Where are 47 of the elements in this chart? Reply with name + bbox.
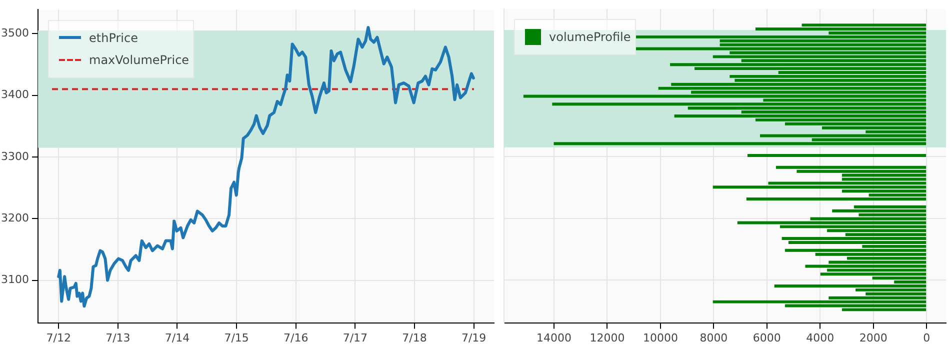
- bar: [636, 35, 926, 38]
- bar: [774, 284, 926, 288]
- x-tick-label: 0: [923, 331, 930, 344]
- bar: [552, 102, 926, 106]
- x-tick-label: 2000: [859, 331, 888, 344]
- x-tick-label: 7/13: [106, 331, 130, 344]
- bar: [523, 94, 926, 98]
- bar: [782, 237, 926, 240]
- y-tick-label: 3500: [1, 26, 29, 40]
- x-tick-label: 4000: [806, 331, 834, 344]
- x-tick-label: 8000: [700, 331, 728, 344]
- y-tick-label: 3400: [1, 88, 29, 102]
- x-tick-label: 7/12: [46, 331, 71, 344]
- legend-label: ethPrice: [89, 30, 138, 45]
- bar: [712, 186, 926, 189]
- legend-label: maxVolumePrice: [89, 52, 190, 67]
- y-tick-label: 3100: [1, 273, 29, 286]
- bar: [785, 248, 926, 252]
- bar: [755, 28, 926, 30]
- bar: [712, 300, 926, 304]
- x-tick-label: 14000: [536, 331, 572, 344]
- x-tick-label: 7/14: [164, 331, 190, 344]
- bar: [730, 74, 926, 78]
- bar: [674, 114, 926, 118]
- bar: [776, 166, 926, 169]
- bar: [746, 198, 926, 200]
- x-tick-label: 6000: [752, 331, 781, 344]
- bar: [737, 221, 926, 224]
- bar: [670, 63, 926, 66]
- x-tick-label: 10000: [642, 331, 678, 344]
- bar: [658, 86, 926, 90]
- x-tick-label: 7/17: [342, 331, 368, 344]
- y-tick-label: 3200: [1, 211, 29, 224]
- bar: [805, 264, 926, 268]
- legend-label: volumeProfile: [549, 30, 631, 44]
- bar: [747, 154, 926, 158]
- bar: [820, 272, 926, 276]
- bar: [712, 55, 926, 58]
- x-tick-label: 7/15: [224, 331, 249, 344]
- bar: [554, 142, 926, 146]
- x-tick-label: 7/16: [284, 331, 308, 344]
- y-tick-label: 3300: [1, 150, 29, 163]
- bar: [636, 47, 926, 50]
- x-tick-label: 7/18: [402, 331, 427, 344]
- bar: [832, 209, 926, 212]
- x-tick-label: 7/19: [461, 331, 486, 344]
- x-tick-label: 12000: [590, 331, 625, 344]
